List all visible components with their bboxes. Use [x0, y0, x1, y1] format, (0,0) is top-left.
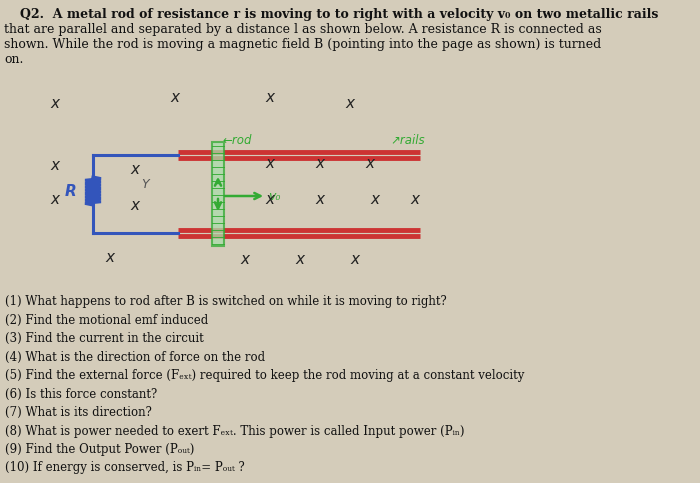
Text: Q2.  A metal rod of resistance r is moving to to right with a velocity v₀ on two: Q2. A metal rod of resistance r is movin…	[20, 8, 659, 21]
Text: (10) If energy is conserved, is Pᵢₙ= Pₒᵤₜ ?: (10) If energy is conserved, is Pᵢₙ= Pₒᵤ…	[5, 461, 245, 474]
Text: x: x	[265, 193, 274, 208]
Text: x: x	[265, 89, 274, 104]
Text: x: x	[50, 96, 60, 111]
Text: (2) Find the motional emf induced: (2) Find the motional emf induced	[5, 313, 209, 327]
Text: (1) What happens to rod after B is switched on while it is moving to right?: (1) What happens to rod after B is switc…	[5, 295, 447, 308]
Text: on.: on.	[4, 53, 23, 66]
Text: (3) Find the current in the circuit: (3) Find the current in the circuit	[5, 332, 204, 345]
Text: x: x	[370, 193, 379, 208]
Text: R: R	[65, 184, 77, 199]
Text: (9) Find the Output Power (Pₒᵤₜ): (9) Find the Output Power (Pₒᵤₜ)	[5, 443, 195, 456]
Text: x: x	[365, 156, 375, 170]
Text: x: x	[351, 253, 360, 268]
Text: (8) What is power needed to exert Fₑₓₜ. This power is called Input power (Pᵢₙ): (8) What is power needed to exert Fₑₓₜ. …	[5, 425, 465, 438]
Text: x: x	[106, 251, 115, 266]
Text: x: x	[50, 193, 60, 208]
Text: that are parallel and separated by a distance l as shown below. A resistance R i: that are parallel and separated by a dis…	[4, 23, 602, 36]
Text: x: x	[295, 253, 304, 268]
Text: ←rod: ←rod	[222, 134, 251, 147]
Text: (7) What is its direction?: (7) What is its direction?	[5, 406, 152, 419]
Text: x: x	[346, 96, 354, 111]
Text: x: x	[130, 162, 139, 177]
Text: x: x	[265, 156, 274, 170]
Text: (6) Is this force constant?: (6) Is this force constant?	[5, 387, 158, 400]
Text: Y: Y	[141, 179, 149, 191]
Text: ↗rails: ↗rails	[390, 134, 425, 147]
Bar	[212, 142, 224, 246]
Text: x: x	[241, 253, 249, 268]
Text: v₀: v₀	[268, 189, 281, 202]
Text: x: x	[316, 156, 325, 170]
Text: x: x	[130, 198, 139, 213]
Text: x: x	[410, 193, 419, 208]
Text: x: x	[171, 89, 179, 104]
Text: x: x	[50, 157, 60, 172]
Text: (4) What is the direction of force on the rod: (4) What is the direction of force on th…	[5, 351, 265, 364]
Text: x: x	[316, 193, 325, 208]
Text: (5) Find the external force (Fₑₓₜ) required to keep the rod moving at a constant: (5) Find the external force (Fₑₓₜ) requi…	[5, 369, 524, 382]
Text: shown. While the rod is moving a magnetic field B (pointing into the page as sho: shown. While the rod is moving a magneti…	[4, 38, 601, 51]
